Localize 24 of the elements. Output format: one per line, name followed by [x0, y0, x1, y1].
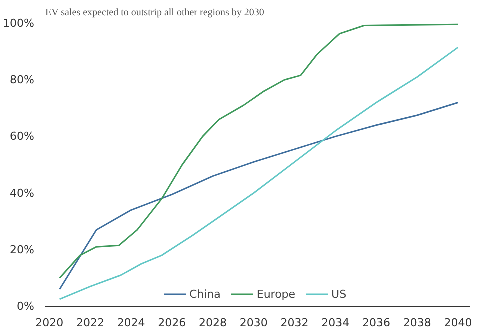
y-tick-label: 100% [3, 17, 35, 30]
x-tick-label: 2036 [362, 316, 391, 329]
legend-label: China [189, 288, 221, 300]
x-tick-label: 2038 [403, 316, 432, 329]
x-tick-label: 2022 [76, 316, 104, 329]
line-series [59, 102, 459, 290]
y-tick-label: 80% [10, 74, 35, 87]
x-tick-label: 2020 [36, 316, 64, 329]
x-tick-label: 2034 [322, 316, 350, 329]
line-series [59, 24, 459, 279]
x-tick-label: 2040 [444, 316, 472, 329]
legend-label: US [332, 288, 348, 300]
y-tick-label: 40% [10, 186, 35, 200]
line-series [59, 46, 459, 300]
x-tick-label: 2032 [280, 316, 309, 329]
chart-title: EV sales expected to outstrip all other regions by 2030 [46, 8, 264, 18]
x-tick-label: 2028 [199, 316, 228, 329]
y-tick-label: 60% [10, 130, 35, 144]
x-tick-label: 2024 [117, 316, 146, 329]
legend-label: Europe [256, 288, 296, 300]
y-tick-label: 20% [10, 243, 35, 256]
x-tick-label: 2026 [158, 316, 186, 329]
x-tick-label: 2030 [240, 316, 268, 329]
y-tick-label: 0% [17, 300, 34, 313]
